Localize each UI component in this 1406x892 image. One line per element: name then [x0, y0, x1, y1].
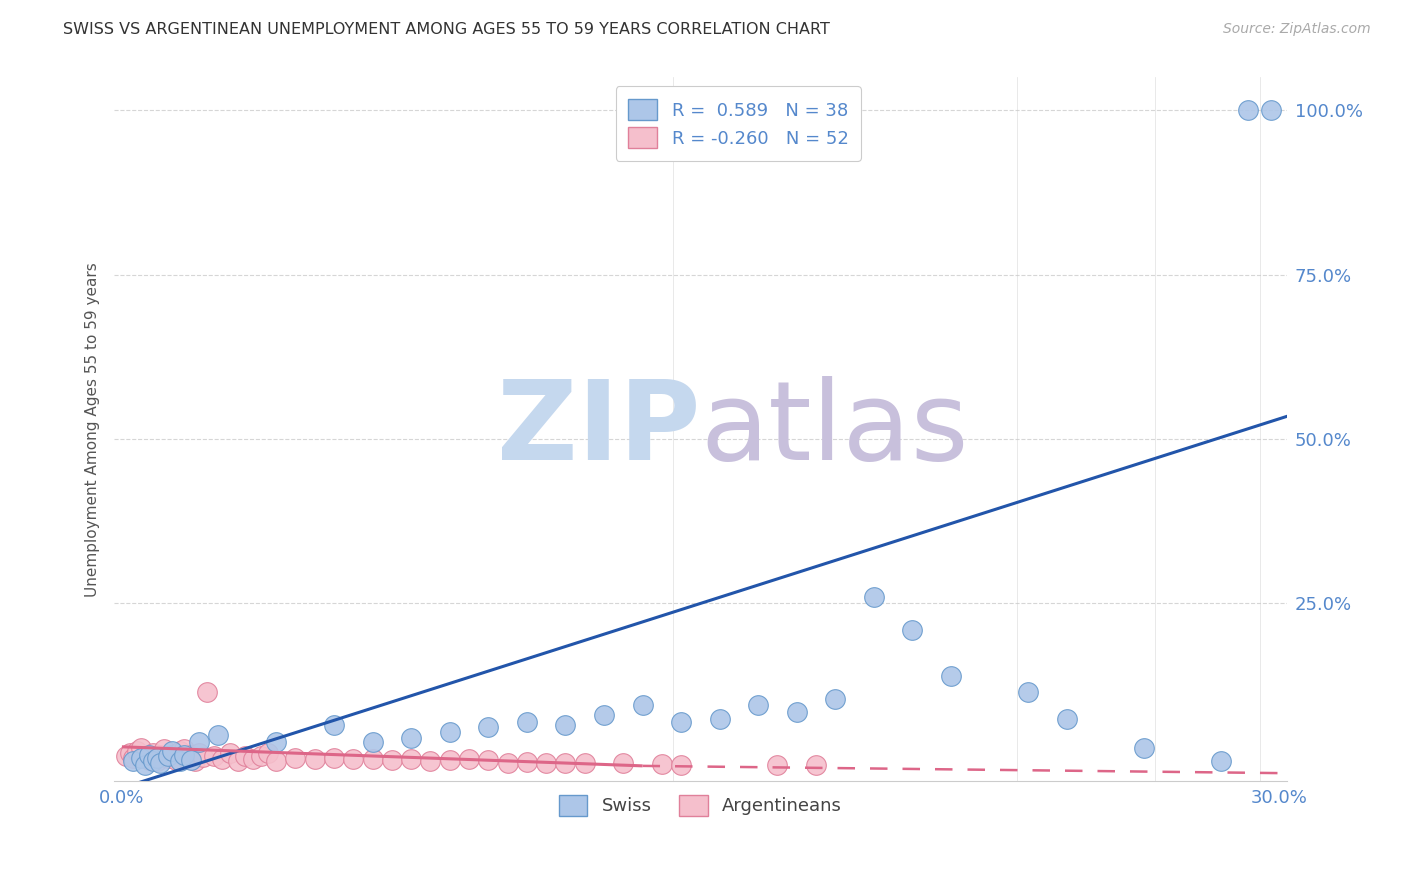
Point: [439, 724, 461, 739]
Point: [169, 754, 191, 768]
Point: [516, 755, 538, 769]
Point: [1133, 741, 1156, 756]
Legend: Swiss, Argentineans: Swiss, Argentineans: [550, 786, 851, 825]
Point: [114, 749, 136, 764]
Point: [534, 756, 557, 771]
Point: [1260, 103, 1282, 118]
Point: [153, 742, 176, 756]
Text: Source: ZipAtlas.com: Source: ZipAtlas.com: [1223, 22, 1371, 37]
Point: [173, 742, 195, 756]
Point: [669, 757, 692, 772]
Point: [145, 754, 167, 768]
Point: [160, 744, 183, 758]
Point: [129, 751, 152, 765]
Point: [284, 751, 307, 765]
Point: [184, 754, 207, 768]
Point: [399, 751, 422, 765]
Point: [824, 691, 846, 706]
Point: [574, 756, 596, 770]
Point: [149, 747, 172, 762]
Point: [323, 718, 346, 732]
Point: [207, 728, 229, 742]
Point: [134, 757, 156, 772]
Point: [766, 757, 789, 772]
Point: [188, 747, 211, 761]
Point: [631, 698, 654, 713]
Point: [786, 705, 808, 719]
Point: [204, 749, 226, 764]
Point: [226, 754, 249, 768]
Point: [191, 750, 214, 764]
Point: [264, 734, 287, 748]
Point: [188, 734, 211, 748]
Point: [138, 753, 160, 767]
Point: [709, 712, 731, 726]
Point: [381, 753, 404, 767]
Point: [804, 757, 827, 772]
Point: [612, 756, 634, 771]
Text: ZIP: ZIP: [496, 376, 700, 483]
Point: [242, 751, 264, 765]
Point: [233, 749, 256, 764]
Point: [304, 752, 326, 766]
Point: [157, 749, 180, 764]
Point: [458, 752, 481, 766]
Point: [901, 623, 924, 637]
Point: [747, 698, 769, 713]
Point: [173, 747, 195, 762]
Point: [145, 751, 167, 765]
Point: [142, 754, 165, 768]
Point: [180, 753, 202, 767]
Point: [439, 753, 461, 767]
Point: [863, 590, 886, 604]
Point: [211, 751, 233, 765]
Point: [651, 756, 673, 771]
Point: [165, 753, 187, 767]
Point: [361, 751, 384, 765]
Point: [176, 751, 198, 765]
Point: [257, 747, 280, 761]
Point: [129, 741, 152, 756]
Point: [122, 754, 145, 768]
Text: atlas: atlas: [700, 376, 969, 483]
Point: [419, 754, 441, 768]
Point: [264, 754, 287, 768]
Point: [554, 718, 576, 732]
Point: [1056, 712, 1078, 726]
Point: [1017, 685, 1039, 699]
Point: [118, 747, 141, 761]
Point: [134, 749, 156, 764]
Point: [361, 734, 384, 748]
Point: [138, 747, 160, 762]
Point: [157, 751, 180, 765]
Point: [122, 751, 145, 765]
Point: [195, 685, 218, 699]
Point: [554, 756, 576, 770]
Point: [323, 751, 346, 765]
Y-axis label: Unemployment Among Ages 55 to 59 years: Unemployment Among Ages 55 to 59 years: [86, 262, 100, 597]
Point: [149, 756, 172, 770]
Point: [593, 708, 616, 723]
Point: [160, 747, 183, 762]
Point: [477, 720, 499, 734]
Point: [496, 756, 519, 770]
Point: [477, 753, 499, 767]
Point: [142, 747, 165, 761]
Point: [169, 744, 191, 758]
Point: [219, 747, 242, 761]
Point: [180, 747, 202, 762]
Point: [1237, 103, 1260, 118]
Point: [939, 669, 962, 683]
Text: SWISS VS ARGENTINEAN UNEMPLOYMENT AMONG AGES 55 TO 59 YEARS CORRELATION CHART: SWISS VS ARGENTINEAN UNEMPLOYMENT AMONG …: [63, 22, 830, 37]
Point: [1209, 754, 1232, 768]
Point: [342, 752, 364, 766]
Point: [249, 749, 271, 764]
Point: [399, 731, 422, 746]
Point: [127, 744, 149, 758]
Point: [516, 714, 538, 729]
Point: [669, 714, 692, 729]
